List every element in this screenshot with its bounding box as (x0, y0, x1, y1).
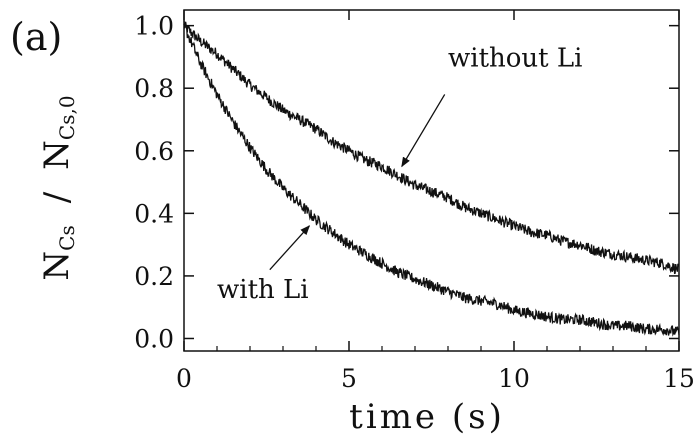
annotations: without Li with Li (217, 43, 582, 305)
x-axis-title: time (s) (349, 397, 505, 437)
series-line-0 (183, 21, 680, 275)
x-axis-ticks: 0 5 10 15 (176, 10, 695, 393)
panel-label: (a) (10, 15, 62, 59)
y-axis-title-denominator: N (37, 140, 77, 170)
y-tick-label: 0.8 (134, 74, 174, 103)
x-tick-label: 5 (341, 364, 357, 393)
x-tick-label: 15 (663, 364, 695, 393)
y-axis-title-prefix: N (37, 251, 77, 281)
annotation-arrow (401, 94, 446, 168)
series-layer (183, 20, 680, 337)
x-tick-label: 10 (498, 364, 530, 393)
y-axis-title-prefix-sub: Cs (55, 225, 79, 251)
annotation-label: with Li (217, 275, 309, 305)
y-tick-label: 0.4 (134, 199, 174, 228)
x-tick-label: 0 (176, 364, 192, 393)
y-tick-label: 0.2 (134, 262, 174, 291)
y-tick-label: 0.6 (134, 137, 174, 166)
y-axis-ticks: 0.0 0.2 0.4 0.6 0.8 1.0 (134, 12, 679, 353)
y-tick-label: 1.0 (134, 12, 174, 41)
annotation-arrow (269, 225, 311, 271)
y-axis-title-denominator-sub: Cs,0 (55, 95, 79, 140)
series-line-1 (183, 20, 680, 337)
y-axis-title-slash: / (37, 191, 77, 203)
plot-frame (183, 9, 680, 352)
y-tick-label: 0.0 (134, 324, 174, 353)
y-axis-title: NCs/NCs,0 (37, 95, 79, 280)
annotation-label: without Li (448, 43, 582, 73)
svg-text:NCs/NCs,0: NCs/NCs,0 (37, 95, 79, 280)
